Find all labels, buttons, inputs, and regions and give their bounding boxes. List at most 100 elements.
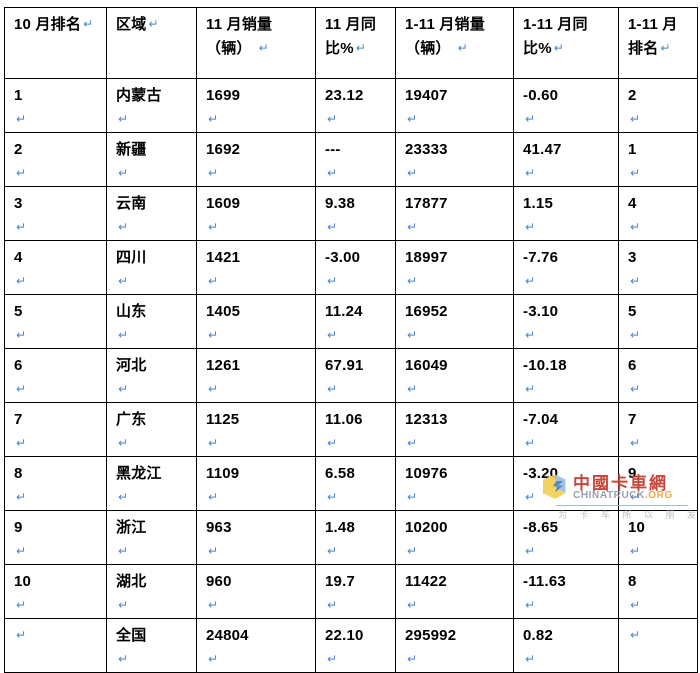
paragraph-mark-icon: ↵ xyxy=(118,274,129,288)
column-header-line: 比% ↵ xyxy=(325,40,367,57)
paragraph-mark-icon: ↵ xyxy=(407,490,418,504)
cell-yoy_jan_nov: 41.47 ↵ xyxy=(513,132,619,187)
column-header-line: 区域 ↵ xyxy=(116,16,159,33)
cell-sales_nov: 1699 ↵ xyxy=(196,78,316,133)
cell-region: 内蒙古 ↵ xyxy=(106,78,197,133)
paragraph-mark-icon: ↵ xyxy=(83,17,94,31)
cell-value: 12313 xyxy=(405,411,448,428)
column-header-rank_jan_nov: 1-11 月排名 ↵ xyxy=(618,7,698,79)
paragraph-mark-icon: ↵ xyxy=(208,274,219,288)
paragraph-mark-icon: ↵ xyxy=(208,112,219,126)
paragraph-mark-icon: ↵ xyxy=(327,382,338,396)
cell-value: 5 xyxy=(14,303,23,320)
column-header-line: （辆） ↵ xyxy=(405,40,468,57)
cell-value: 19.7 xyxy=(325,573,355,590)
paragraph-mark-icon: ↵ xyxy=(327,652,338,666)
paragraph-mark-icon: ↵ xyxy=(16,328,27,342)
paragraph-mark-icon: ↵ xyxy=(327,220,338,234)
column-header-line: （辆） ↵ xyxy=(206,40,269,57)
cell-value: 7 xyxy=(628,411,637,428)
cell-sales_nov: 1125 ↵ xyxy=(196,402,316,457)
paragraph-mark-icon: ↵ xyxy=(407,220,418,234)
cell-rank_oct: 2 ↵ xyxy=(4,132,107,187)
column-header-yoy_nov: 11 月同 比% ↵ xyxy=(315,7,396,79)
cell-yoy_nov: 11.24 ↵ xyxy=(315,294,396,349)
cell-value: 0.82 xyxy=(523,627,553,644)
cell-sales_nov: 1109 ↵ xyxy=(196,456,316,511)
paragraph-mark-icon: ↵ xyxy=(208,328,219,342)
table-row: 9 ↵ 浙江 ↵ 963 ↵ 1.48 ↵ 10200 ↵ -8.65 ↵ 10 ↵ xyxy=(4,510,698,565)
cell-yoy_nov: 6.58 ↵ xyxy=(315,456,396,511)
cell-value: 9 xyxy=(628,465,637,482)
cell-value: 1421 xyxy=(206,249,241,266)
cell-rank_oct: 7 ↵ xyxy=(4,402,107,457)
paragraph-mark-icon: ↵ xyxy=(208,490,219,504)
cell-yoy_nov: 11.06 ↵ xyxy=(315,402,396,457)
cell-sales_jan_nov: 10976 ↵ xyxy=(395,456,514,511)
cell-sales_nov: 1421 ↵ xyxy=(196,240,316,295)
cell-yoy_nov: 23.12 ↵ xyxy=(315,78,396,133)
cell-yoy_jan_nov: 1.15 ↵ xyxy=(513,186,619,241)
cell-value: 1.15 xyxy=(523,195,553,212)
paragraph-mark-icon: ↵ xyxy=(327,490,338,504)
paragraph-mark-icon: ↵ xyxy=(208,436,219,450)
cell-rank_oct: 5 ↵ xyxy=(4,294,107,349)
paragraph-mark-icon: ↵ xyxy=(630,112,641,126)
paragraph-mark-icon: ↵ xyxy=(407,652,418,666)
cell-value: -3.10 xyxy=(523,303,559,320)
cell-sales_jan_nov: 19407 ↵ xyxy=(395,78,514,133)
paragraph-mark-icon: ↵ xyxy=(525,328,536,342)
cell-value: 1125 xyxy=(206,411,240,428)
cell-sales_jan_nov: 11422 ↵ xyxy=(395,564,514,619)
cell-value: 963 xyxy=(206,519,232,536)
cell-value: 新疆 xyxy=(116,141,147,158)
cell-rank_jan_nov: 3 ↵ xyxy=(618,240,698,295)
cell-yoy_nov: 1.48 ↵ xyxy=(315,510,396,565)
cell-value: 16952 xyxy=(405,303,448,320)
cell-rank_jan_nov: 2 ↵ xyxy=(618,78,698,133)
column-header-line: 1-11 月同 xyxy=(523,16,588,33)
table-total-row: ↵ 全国 ↵ 24804 ↵ 22.10 ↵ 295992 ↵ 0.82 ↵ ↵ xyxy=(4,618,698,673)
cell-value: 5 xyxy=(628,303,637,320)
cell-value: -10.18 xyxy=(523,357,567,374)
cell-value: 1699 xyxy=(206,87,241,104)
cell-yoy_jan_nov: -8.65 ↵ xyxy=(513,510,619,565)
paragraph-mark-icon: ↵ xyxy=(327,544,338,558)
cell-rank_oct: 3 ↵ xyxy=(4,186,107,241)
cell-sales_nov: 24804 ↵ xyxy=(196,618,316,673)
cell-sales_jan_nov: 10200 ↵ xyxy=(395,510,514,565)
cell-yoy_jan_nov: -10.18 ↵ xyxy=(513,348,619,403)
table-row: 2 ↵ 新疆 ↵ 1692 ↵ --- ↵ 23333 ↵ 41.47 ↵ 1 ↵ xyxy=(4,132,698,187)
paragraph-mark-icon: ↵ xyxy=(630,220,641,234)
paragraph-mark-icon: ↵ xyxy=(630,436,641,450)
cell-value: 960 xyxy=(206,573,232,590)
cell-sales_nov: 1261 ↵ xyxy=(196,348,316,403)
column-header-sales_nov: 11 月销量 （辆） ↵ xyxy=(196,7,316,79)
table-row: 1 ↵ 内蒙古 ↵ 1699 ↵ 23.12 ↵ 19407 ↵ -0.60 ↵ 2 ↵ xyxy=(4,78,698,133)
paragraph-mark-icon: ↵ xyxy=(327,274,338,288)
cell-rank_oct: 6 ↵ xyxy=(4,348,107,403)
column-header-yoy_jan_nov: 1-11 月同 比% ↵ xyxy=(513,7,619,79)
cell-value: 1.48 xyxy=(325,519,355,536)
paragraph-mark-icon: ↵ xyxy=(630,544,641,558)
paragraph-mark-icon: ↵ xyxy=(660,41,671,55)
cell-rank_oct: 4 ↵ xyxy=(4,240,107,295)
cell-value: 四川 xyxy=(116,249,147,266)
cell-yoy_jan_nov: -3.10 ↵ xyxy=(513,294,619,349)
cell-value: 3 xyxy=(628,249,637,266)
table-row: 4 ↵ 四川 ↵ 1421 ↵ -3.00 ↵ 18997 ↵ -7.76 ↵ 3 ↵ xyxy=(4,240,698,295)
paragraph-mark-icon: ↵ xyxy=(327,112,338,126)
paragraph-mark-icon: ↵ xyxy=(118,490,129,504)
paragraph-mark-icon: ↵ xyxy=(16,382,27,396)
cell-value: 6 xyxy=(628,357,637,374)
column-header-region: 区域 ↵ xyxy=(106,7,197,79)
cell-value: 1405 xyxy=(206,303,241,320)
paragraph-mark-icon: ↵ xyxy=(355,41,367,55)
cell-region: 广东 ↵ xyxy=(106,402,197,457)
cell-value: 浙江 xyxy=(116,519,147,536)
cell-value: 22.10 xyxy=(325,627,364,644)
column-header-line: 1-11 月销量 xyxy=(405,16,485,33)
cell-value: 广东 xyxy=(116,411,147,428)
column-header-sales_jan_nov: 1-11 月销量 （辆） ↵ xyxy=(395,7,514,79)
cell-yoy_nov: 9.38 ↵ xyxy=(315,186,396,241)
